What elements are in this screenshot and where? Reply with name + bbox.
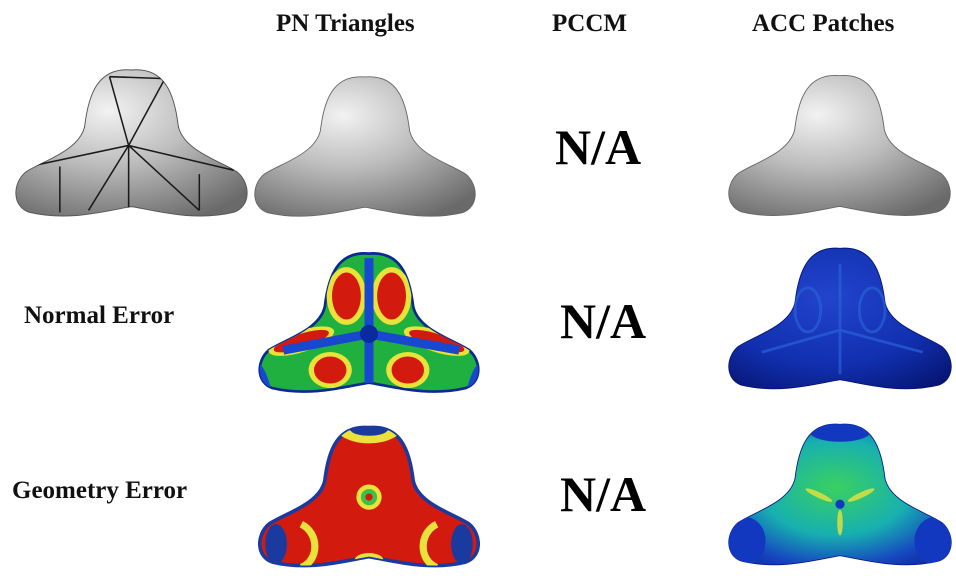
column-header-pccm: PCCM <box>552 10 627 37</box>
acc-patches-shaded-shape <box>728 74 951 216</box>
column-header-acc-patches: ACC Patches <box>752 10 895 37</box>
base-mesh-shape <box>15 69 248 217</box>
pn-triangles-shaded-shape <box>254 76 476 217</box>
pn-triangles-normal-error-shape <box>258 252 480 393</box>
pccm-geometry-error-na: N/A <box>560 466 647 522</box>
acc-patches-geometry-error-shape <box>728 423 952 566</box>
row-label-normal-error: Normal Error <box>24 302 175 329</box>
row-label-geometry-error: Geometry Error <box>12 477 188 504</box>
pccm-shaded-na: N/A <box>555 119 642 175</box>
pccm-normal-error-na: N/A <box>560 293 647 349</box>
column-header-pn-triangles: PN Triangles <box>276 10 415 37</box>
pn-triangles-geometry-error-shape <box>258 425 480 568</box>
acc-patches-normal-error-shape <box>728 247 952 390</box>
